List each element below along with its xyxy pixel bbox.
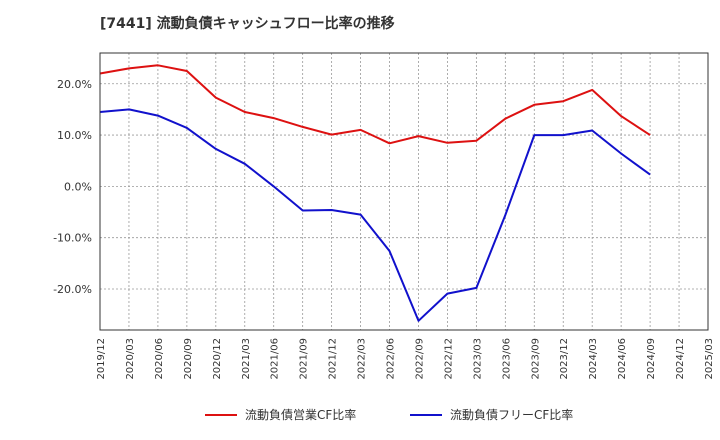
x-tick-label: 2024/09 bbox=[646, 338, 657, 380]
legend: 流動負債営業CF比率 流動負債フリーCF比率 bbox=[205, 407, 573, 422]
x-tick-label: 2021/03 bbox=[241, 338, 252, 380]
x-tick-label: 2024/12 bbox=[675, 338, 686, 380]
x-tick-label: 2025/03 bbox=[704, 338, 715, 380]
series-line-1 bbox=[99, 64, 651, 145]
x-tick-label: 2021/06 bbox=[270, 338, 281, 380]
series-layer bbox=[99, 64, 651, 322]
plot-frame bbox=[99, 52, 709, 331]
y-tick-label: -10.0% bbox=[53, 232, 92, 245]
series-line-2 bbox=[99, 108, 651, 322]
x-tick-label: 2022/12 bbox=[443, 338, 454, 380]
x-tick-label: 2022/03 bbox=[357, 338, 368, 380]
legend-label-2: 流動負債フリーCF比率 bbox=[450, 407, 573, 422]
x-tick-label: 2022/06 bbox=[386, 338, 397, 380]
y-axis: -20.0% -10.0% 0.0% 10.0% 20.0% bbox=[53, 78, 92, 296]
x-tick-label: 2020/06 bbox=[154, 338, 165, 380]
y-tick-label: 10.0% bbox=[57, 129, 92, 142]
x-tick-label: 2024/03 bbox=[588, 338, 599, 380]
x-tick-label: 2024/06 bbox=[617, 338, 628, 380]
y-tick-label: 0.0% bbox=[64, 180, 92, 193]
y-tick-label: -20.0% bbox=[53, 283, 92, 296]
x-axis: 2019/12 2020/03 2020/06 2020/09 2020/12 2021/… bbox=[96, 338, 715, 380]
y-tick-label: 20.0% bbox=[57, 78, 92, 91]
x-tick-label: 2023/09 bbox=[530, 338, 541, 380]
x-tick-label: 2023/12 bbox=[559, 338, 570, 380]
x-tick-label: 2020/09 bbox=[183, 338, 194, 380]
chart-title: [7441] 流動負債キャッシュフロー比率の推移 bbox=[100, 15, 395, 32]
x-tick-label: 2021/09 bbox=[299, 338, 310, 380]
x-tick-label: 2019/12 bbox=[96, 338, 107, 380]
grid-layer bbox=[99, 53, 709, 330]
x-tick-label: 2020/03 bbox=[125, 338, 136, 380]
x-tick-label: 2022/09 bbox=[414, 338, 425, 380]
x-tick-label: 2020/12 bbox=[212, 338, 223, 380]
legend-label-1: 流動負債営業CF比率 bbox=[245, 407, 356, 422]
x-tick-label: 2021/12 bbox=[328, 338, 339, 380]
x-tick-label: 2023/06 bbox=[501, 338, 512, 380]
x-tick-label: 2023/03 bbox=[472, 338, 483, 380]
